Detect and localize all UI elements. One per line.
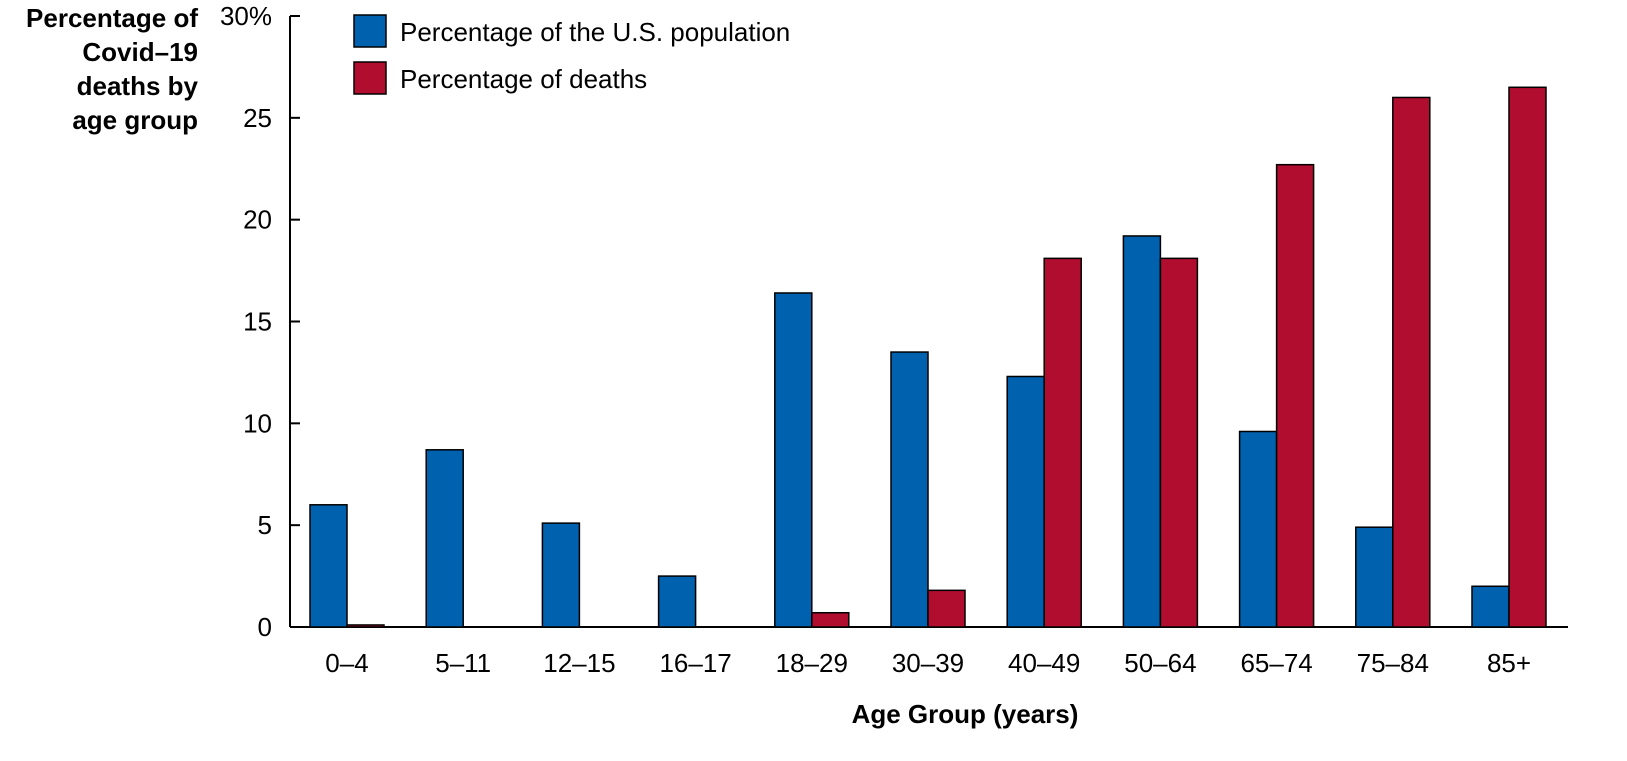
y-tick-label: 0 bbox=[258, 612, 272, 642]
x-tick-label: 0–4 bbox=[325, 648, 368, 678]
legend: Percentage of the U.S. population Percent… bbox=[353, 14, 790, 95]
x-tick-label: 30–39 bbox=[892, 648, 964, 678]
x-tick-label: 85+ bbox=[1487, 648, 1531, 678]
bar-population bbox=[1122, 235, 1162, 628]
bar-deaths bbox=[1159, 257, 1199, 628]
bars bbox=[309, 86, 1547, 628]
bar-population bbox=[1355, 526, 1394, 628]
y-tick-label: 10 bbox=[243, 408, 272, 438]
x-tick-label: 18–29 bbox=[776, 648, 848, 678]
y-axis-title-line: age group bbox=[72, 105, 198, 135]
bar-population bbox=[425, 449, 464, 628]
y-tick-label: 20 bbox=[243, 205, 272, 235]
bar-population bbox=[774, 292, 813, 628]
x-tick-label: 16–17 bbox=[659, 648, 731, 678]
bar-population bbox=[1471, 585, 1510, 628]
bar-population bbox=[309, 504, 348, 628]
legend-label-deaths: Percentage of deaths bbox=[400, 64, 647, 94]
legend-swatch-deaths bbox=[353, 61, 387, 95]
x-tick-label: 50–64 bbox=[1124, 648, 1196, 678]
y-axis-title-line: Percentage of bbox=[26, 3, 198, 33]
y-tick-label: 15 bbox=[243, 307, 272, 337]
y-axis-title: Percentage of Covid–19 deaths by age group bbox=[26, 3, 198, 135]
x-tick-label: 40–49 bbox=[1008, 648, 1080, 678]
x-tick-label: 65–74 bbox=[1240, 648, 1312, 678]
y-axis-title-line: deaths by bbox=[77, 71, 199, 101]
x-tick-label: 5–11 bbox=[435, 648, 491, 678]
x-axis-title: Age Group (years) bbox=[852, 699, 1079, 729]
bar-deaths bbox=[1508, 86, 1547, 628]
y-axis: 0 5 10 15 20 25 30% bbox=[220, 1, 300, 642]
y-tick-label: 5 bbox=[258, 510, 272, 540]
legend-swatch-population bbox=[353, 14, 387, 48]
bar-deaths bbox=[927, 589, 966, 628]
bar-deaths bbox=[1392, 96, 1431, 628]
bar-population bbox=[657, 575, 697, 628]
y-tick-label: 25 bbox=[243, 103, 272, 133]
bar-deaths bbox=[1275, 163, 1315, 628]
x-tick-label: 12–15 bbox=[543, 648, 615, 678]
y-axis-title-line: Covid–19 bbox=[82, 37, 198, 67]
bar-population bbox=[1006, 375, 1045, 628]
x-tick-labels: 0–4 5–11 12–15 16–17 18–29 30–39 40–49 50–64 65–… bbox=[325, 648, 1531, 678]
x-tick-label: 75–84 bbox=[1357, 648, 1429, 678]
bar-population bbox=[541, 522, 581, 628]
bar-deaths bbox=[1043, 257, 1082, 628]
y-tick-label: 30% bbox=[220, 1, 272, 31]
bar-population bbox=[1238, 430, 1278, 628]
bar-population bbox=[890, 351, 929, 628]
bar-deaths bbox=[346, 624, 385, 628]
bar-deaths bbox=[811, 611, 850, 628]
legend-label-population: Percentage of the U.S. population bbox=[400, 17, 790, 47]
